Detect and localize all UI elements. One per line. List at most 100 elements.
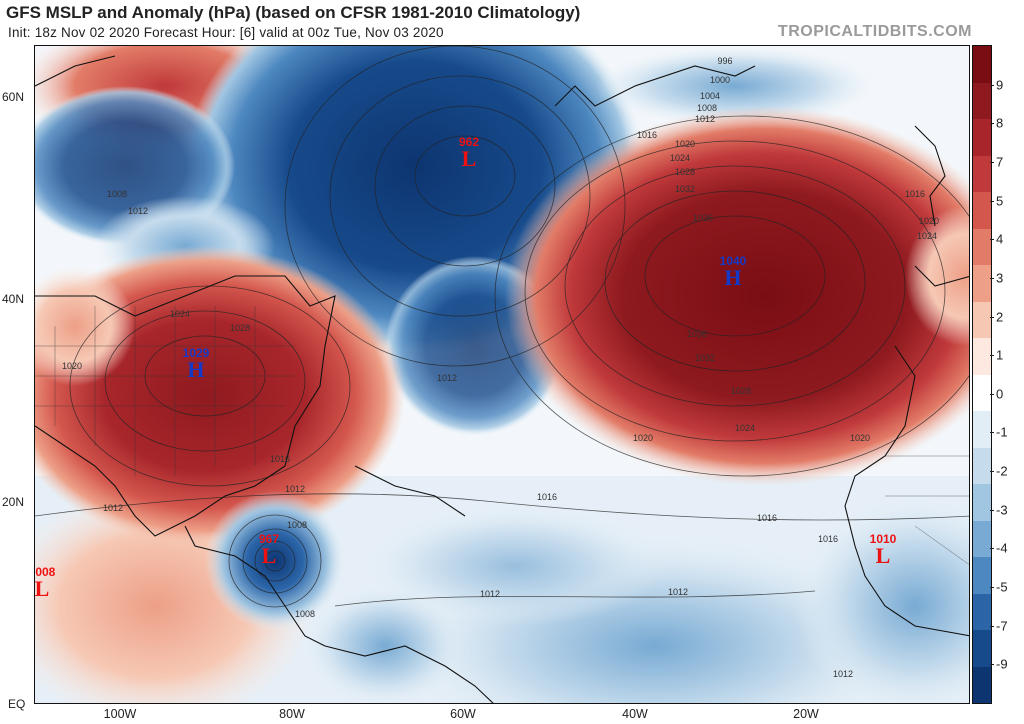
lon-label-20w: 20W <box>793 707 819 721</box>
colorbar-label: 4 <box>996 231 1004 247</box>
center-value: 1040 <box>719 254 747 268</box>
africa-low: 1010 L <box>869 532 897 568</box>
colorbar-label: -3 <box>996 502 1008 518</box>
isobar-label: 996 <box>717 56 733 66</box>
colorbar-segment <box>973 447 991 484</box>
map-title: GFS MSLP and Anomaly (hPa) (based on CFS… <box>6 3 581 22</box>
colorbar-tick <box>990 277 994 279</box>
isobar-label: 1028 <box>229 323 251 333</box>
isobar-label: 1008 <box>106 189 128 199</box>
isobar-label: 1016 <box>536 492 558 502</box>
colorbar-label: -7 <box>996 618 1008 634</box>
isobar-label: 1016 <box>817 534 839 544</box>
center-letter: H <box>724 265 742 290</box>
colorbar-tick <box>990 200 994 202</box>
colorbar-label: -2 <box>996 463 1008 479</box>
pacific-low: 1008 L <box>34 565 56 601</box>
colorbar-segment <box>973 520 991 557</box>
colorbar-tick <box>990 664 994 666</box>
newfoundland-low: 962 L <box>458 135 480 171</box>
colorbar-tick <box>990 393 994 395</box>
isobar-label: 1008 <box>696 103 718 113</box>
isobar-label: 1016 <box>269 454 291 464</box>
isobar-label: 1020 <box>61 361 83 371</box>
anomaly-map <box>35 46 969 703</box>
isobar-label: 1000 <box>709 75 731 85</box>
isobar-label: 1012 <box>436 373 458 383</box>
anomaly-colorbar <box>972 45 992 704</box>
isobar-label: 1028 <box>674 167 696 177</box>
center-value: 962 <box>458 135 480 149</box>
isobar-label: 1008 <box>286 520 308 530</box>
colorbar-segment <box>973 192 991 229</box>
center-letter: H <box>187 357 205 382</box>
colorbar-segment <box>973 411 991 448</box>
isobar-label: 1004 <box>699 91 721 101</box>
colorbar-tick <box>990 84 994 86</box>
colorbar-tick <box>990 316 994 318</box>
isobar-label: 1016 <box>756 513 778 523</box>
us-high: 1029 H <box>183 347 210 382</box>
isobar-label: 1036 <box>692 213 714 223</box>
isobar-label: 1012 <box>667 587 689 597</box>
colorbar-tick <box>990 123 994 125</box>
center-letter: L <box>261 543 277 568</box>
isobar-label: 1020 <box>918 216 940 226</box>
azores-high: 1040 H <box>719 254 747 290</box>
colorbar-segment <box>973 557 991 594</box>
lat-label-eq: EQ <box>8 697 26 711</box>
colorbar-label: -1 <box>996 424 1008 440</box>
brand-watermark: TROPICALTIDBITS.COM <box>777 23 972 40</box>
center-letter: L <box>875 543 891 568</box>
map-panel: 962 L 1040 H 1029 H 967 L 1010 L 1008 L … <box>34 45 970 704</box>
lat-label-20n: 20N <box>2 495 25 509</box>
isobar-label: 1032 <box>674 184 696 194</box>
center-letter: L <box>34 576 50 601</box>
center-value: 1010 <box>869 532 897 546</box>
colorbar-tick <box>990 548 994 550</box>
lon-label-60w: 60W <box>450 707 476 721</box>
colorbar-tick <box>990 355 994 357</box>
center-value: 1008 <box>35 565 56 579</box>
colorbar-segment <box>973 666 991 703</box>
lon-label-100w: 100W <box>103 707 137 721</box>
isobar-label: 1028 <box>730 386 752 396</box>
isobar-label: 1012 <box>832 669 854 679</box>
isobar-label: 1012 <box>284 484 306 494</box>
map-subtitle: Init: 18z Nov 02 2020 Forecast Hour: [6]… <box>8 25 444 40</box>
isobar-label: 1012 <box>127 206 149 216</box>
colorbar-segment <box>973 119 991 156</box>
isobar-label: 1012 <box>479 589 501 599</box>
colorbar-tick <box>990 432 994 434</box>
isobar-label: 1024 <box>916 231 938 241</box>
colorbar-label: -4 <box>996 540 1008 556</box>
isobar-label: 1016 <box>904 189 926 199</box>
colorbar-segment <box>973 228 991 265</box>
isobar-label: 1016 <box>636 130 658 140</box>
colorbar-label: 9 <box>996 77 1004 93</box>
isobar-label: 1008 <box>294 609 316 619</box>
lat-label-40n: 40N <box>2 292 25 306</box>
colorbar-segment <box>973 374 991 411</box>
colorbar-segment <box>973 593 991 630</box>
colorbar-segment <box>973 82 991 119</box>
colorbar-tick <box>990 587 994 589</box>
colorbar-label: 7 <box>996 154 1004 170</box>
lat-label-60n: 60N <box>2 90 25 104</box>
colorbar-tick <box>990 509 994 511</box>
hurricane-low: 967 L <box>258 532 280 568</box>
colorbar-segment <box>973 155 991 192</box>
lon-label-80w: 80W <box>279 707 305 721</box>
lon-label-40w: 40W <box>622 707 648 721</box>
colorbar-label: 1 <box>996 347 1004 363</box>
center-letter: L <box>461 146 477 171</box>
center-value: 967 <box>258 532 280 546</box>
colorbar-segment <box>973 630 991 667</box>
colorbar-label: 3 <box>996 270 1004 286</box>
colorbar-tick <box>990 471 994 473</box>
isobar-label: 1012 <box>102 503 124 513</box>
colorbar-segment <box>973 301 991 338</box>
colorbar-label: 0 <box>996 386 1004 402</box>
colorbar-label: -5 <box>996 579 1008 595</box>
isobar-label: 1036 <box>686 329 708 339</box>
